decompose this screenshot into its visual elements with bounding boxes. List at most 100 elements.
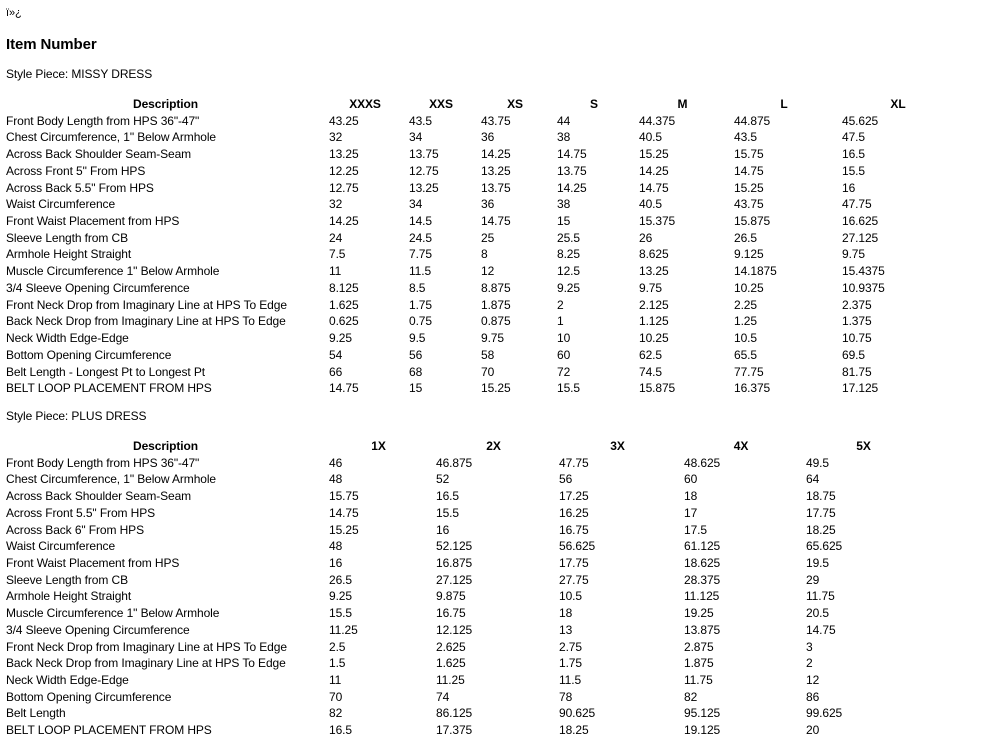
- spec-value-cell: 56: [409, 347, 423, 362]
- spec-value-cell: 15.375: [639, 214, 676, 229]
- spec-value-cell: 15.5: [329, 606, 352, 621]
- table-row: 3/4 Sleeve Opening Circumference 8.125 8.5…: [6, 280, 958, 297]
- spec-value-cell: 45.625: [842, 113, 879, 128]
- spec-value-cell: 11: [329, 673, 342, 687]
- spec-value-cell: 7.75: [409, 247, 432, 262]
- table-row: Chest Circumference, 1" Below Armhole 48 5…: [6, 471, 925, 488]
- spec-value-cell: 15.875: [639, 381, 676, 396]
- spec-value-cell: 90.625: [559, 706, 596, 721]
- spec-value-cell: 3: [806, 639, 813, 654]
- spec-value-cell: 47.75: [559, 455, 589, 470]
- spec-description-cell: Across Back Shoulder Seam-Seam: [6, 147, 192, 162]
- spec-description-cell: Waist Circumference: [6, 197, 116, 212]
- spec-value-cell: 16.375: [734, 381, 771, 396]
- spec-description-cell: Front Body Length from HPS 36"-47": [6, 455, 200, 470]
- spec-description-cell: Across Back 5.5" From HPS: [6, 180, 154, 195]
- spec-value-cell: 19.125: [684, 723, 721, 738]
- table-row: Neck Width Edge-Edge 11 11.25 11.5 11.75 12: [6, 672, 925, 689]
- spec-value-cell: 12.75: [409, 163, 439, 178]
- table-row: Bottom Opening Circumference 70 74 78 82 86: [6, 689, 925, 706]
- spec-description-cell: Back Neck Drop from Imaginary Line at HP…: [6, 314, 286, 329]
- spec-value-cell: 16: [329, 555, 343, 570]
- table-row: Armhole Height Straight 9.25 9.875 10.5 11.1…: [6, 588, 925, 605]
- spec-value-cell: 9.875: [436, 589, 466, 604]
- spec-value-cell: 34: [409, 130, 423, 145]
- spec-value-cell: 44: [557, 113, 571, 128]
- spec-value-cell: 62.5: [639, 347, 662, 362]
- spec-value-cell: 78: [559, 689, 573, 704]
- spec-value-cell: 15.75: [329, 489, 359, 504]
- spec-value-cell: 2: [557, 297, 564, 312]
- spec-value-cell: 13.875: [684, 622, 721, 637]
- spec-description-cell: Armhole Height Straight: [6, 247, 132, 262]
- spec-value-cell: 15.25: [734, 180, 764, 195]
- spec-value-cell: 8.5: [409, 280, 426, 295]
- spec-value-cell: 18.75: [806, 489, 836, 504]
- spec-value-cell: 1.875: [684, 656, 714, 671]
- spec-value-cell: 18: [559, 606, 573, 621]
- spec-value-cell: 46: [329, 455, 343, 470]
- spec-description-cell: Muscle Circumference 1" Below Armhole: [6, 606, 220, 621]
- spec-value-cell: 14.75: [329, 381, 359, 396]
- table-row: Neck Width Edge-Edge 9.25 9.5 9.75 10 10.25 10…: [6, 330, 958, 347]
- description-column-header: Description: [133, 97, 198, 111]
- spec-value-cell: 24: [329, 230, 343, 245]
- spec-value-cell: 56.625: [559, 539, 596, 554]
- spec-value-cell: 43.5: [409, 113, 432, 128]
- spec-value-cell: 9.75: [842, 247, 865, 262]
- spec-value-cell: 15: [557, 214, 571, 229]
- spec-value-cell: 27.125: [842, 230, 879, 245]
- spec-value-cell: 14.75: [639, 180, 669, 195]
- spec-value-cell: 16.75: [559, 522, 589, 537]
- spec-value-cell: 2.75: [559, 639, 582, 654]
- table-header-row: Description 1X 2X 3X 4X 5X: [6, 438, 925, 455]
- missy-dress-size-table: Description XXXS XXS XS S M L XL Front Body Leng…: [6, 96, 958, 397]
- description-column-header: Description: [133, 438, 198, 453]
- spec-description-cell: Bottom Opening Circumference: [6, 689, 172, 704]
- spec-value-cell: 15.5: [557, 381, 580, 396]
- spec-value-cell: 18.25: [559, 723, 589, 738]
- spec-value-cell: 10: [557, 331, 571, 346]
- spec-value-cell: 86: [806, 689, 820, 704]
- table-row: Belt Length 82 86.125 90.625 95.125 99.625: [6, 705, 925, 722]
- spec-value-cell: 43.75: [734, 197, 764, 212]
- size-column-header: XS: [507, 97, 523, 111]
- spec-description-cell: Front Waist Placement from HPS: [6, 214, 180, 229]
- spec-value-cell: 12.125: [436, 622, 473, 637]
- spec-value-cell: 10.9375: [842, 280, 885, 295]
- table-row: Sleeve Length from CB 26.5 27.125 27.75 28.3…: [6, 572, 925, 589]
- spec-value-cell: 1.875: [481, 297, 511, 312]
- spec-value-cell: 17.75: [806, 505, 836, 520]
- table-row: Front Waist Placement from HPS 16 16.875 17…: [6, 555, 925, 572]
- size-column-header: L: [780, 97, 788, 111]
- spec-value-cell: 58: [481, 347, 495, 362]
- spec-value-cell: 13.75: [557, 163, 587, 178]
- spec-value-cell: 18: [684, 489, 698, 504]
- spec-value-cell: 10.25: [639, 331, 669, 346]
- table-row: Across Back 6" From HPS 15.25 16 16.75 17.5 1…: [6, 522, 925, 539]
- size-column-header: S: [590, 97, 598, 111]
- spec-value-cell: 16.5: [329, 723, 352, 738]
- table-row: 3/4 Sleeve Opening Circumference 11.25 12.…: [6, 622, 925, 639]
- spec-value-cell: 12.25: [329, 163, 359, 178]
- spec-value-cell: 38: [557, 197, 571, 212]
- table-row: BELT LOOP PLACEMENT FROM HPS 14.75 15 15.25…: [6, 380, 958, 397]
- table-row: Waist Circumference 48 52.125 56.625 61.125 6…: [6, 538, 925, 555]
- spec-value-cell: 1.5: [329, 656, 346, 671]
- table-row: Across Back 5.5" From HPS 12.75 13.25 13.75…: [6, 180, 958, 197]
- spec-value-cell: 74.5: [639, 364, 662, 379]
- spec-value-cell: 54: [329, 347, 343, 362]
- spec-value-cell: 17: [684, 505, 698, 520]
- spec-value-cell: 26.5: [329, 572, 352, 587]
- spec-value-cell: 65.5: [734, 347, 757, 362]
- spec-value-cell: 15.25: [329, 522, 359, 537]
- spec-value-cell: 52: [436, 472, 450, 487]
- spec-value-cell: 13.75: [481, 180, 511, 195]
- table-row: Belt Length - Longest Pt to Longest Pt 66…: [6, 364, 958, 381]
- spec-value-cell: 2.375: [842, 297, 872, 312]
- bom-artifact-text: ï»¿: [6, 7, 22, 19]
- spec-value-cell: 1.375: [842, 314, 872, 329]
- spec-value-cell: 1.125: [639, 314, 669, 329]
- table-row: Front Body Length from HPS 36"-47" 46 46.8…: [6, 455, 925, 472]
- spec-value-cell: 0.75: [409, 314, 432, 329]
